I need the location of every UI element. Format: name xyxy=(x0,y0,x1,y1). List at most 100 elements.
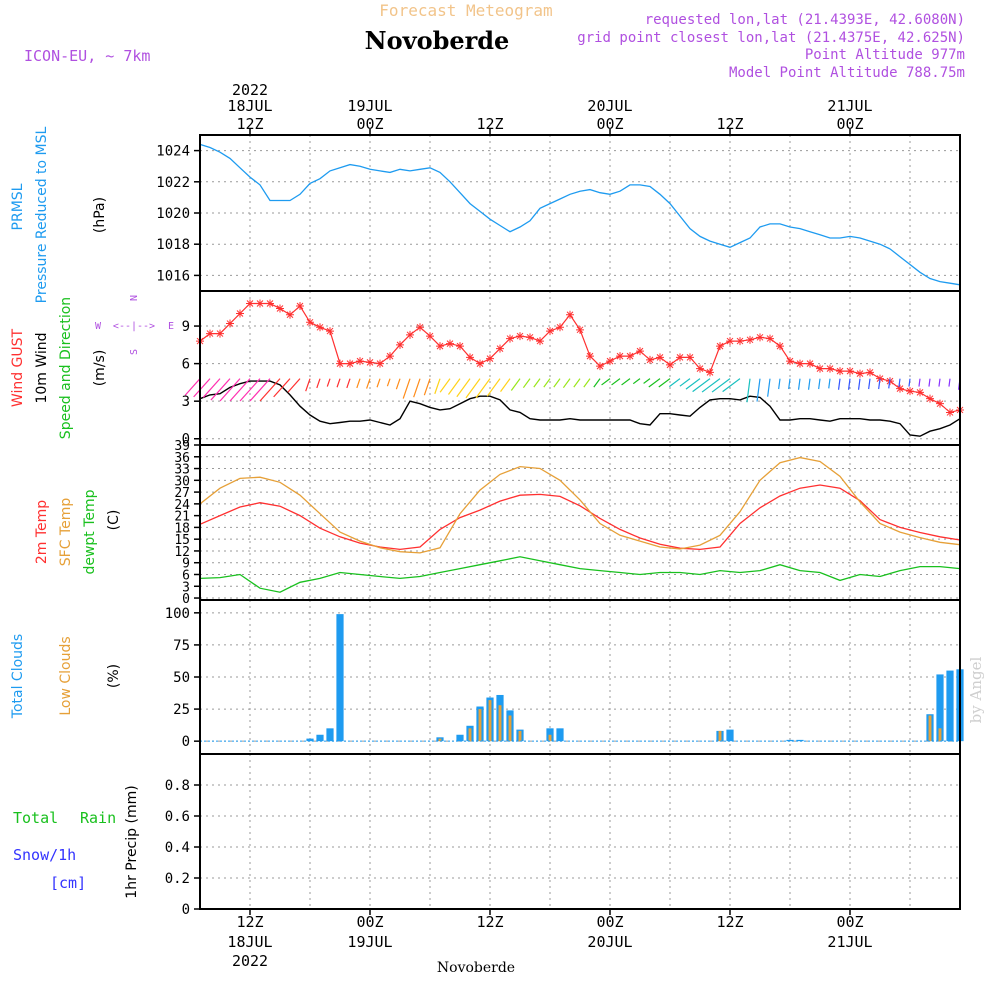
gust-marker xyxy=(326,327,334,336)
temp-ytick-label: 3 xyxy=(182,580,190,595)
pressure-ytick-label: 1022 xyxy=(156,175,190,191)
bottom-time-label: 00Z xyxy=(596,913,623,931)
gust-marker xyxy=(806,359,814,368)
wind-direction-arrow xyxy=(601,378,611,386)
wind-direction-arrow xyxy=(643,378,651,384)
gust-marker xyxy=(836,367,844,376)
bottom-time-label: 12Z xyxy=(476,913,503,931)
footer-location: Novoberde xyxy=(437,960,515,976)
wind-direction-arrow xyxy=(621,378,631,386)
precip-ytick-label: 0 xyxy=(182,902,190,918)
top-time-label: 20JUL xyxy=(587,97,632,115)
precip-ytick-label: 0.8 xyxy=(165,778,190,794)
temp-ytick-label: 33 xyxy=(174,463,190,478)
temp-ytick-label: 6 xyxy=(182,568,190,583)
gust-marker xyxy=(496,344,504,353)
gust-marker xyxy=(946,408,954,417)
total-cloud-bar xyxy=(726,729,734,742)
wind-direction-arrow xyxy=(611,378,621,386)
precip-label-cm: [cm] xyxy=(50,874,86,892)
bottom-time-label: 00Z xyxy=(836,913,863,931)
wind-direction-arrow xyxy=(249,378,271,402)
wind-direction-arrow xyxy=(366,378,371,389)
bottom-time-label: 19JUL xyxy=(347,933,392,951)
temp-ytick-label: 27 xyxy=(174,486,190,501)
wind-direction-arrow xyxy=(486,378,501,397)
temp-label-3: dewpt Temp xyxy=(82,489,98,574)
wind-direction-arrow xyxy=(692,378,711,393)
gust-marker xyxy=(776,342,784,351)
temp-ytick-label: 36 xyxy=(174,451,190,466)
low-cloud-bar xyxy=(518,730,522,742)
wind-ytick-label: 3 xyxy=(182,394,190,410)
temp-unit: (C) xyxy=(106,510,122,531)
gust-marker xyxy=(796,359,804,368)
gust-marker xyxy=(586,352,594,361)
wind-direction-arrow xyxy=(938,378,941,387)
wind-direction-arrow xyxy=(888,378,891,389)
low-cloud-bar xyxy=(438,738,442,742)
gust-marker xyxy=(446,339,454,348)
gust-marker xyxy=(626,352,634,361)
gust-marker xyxy=(486,354,494,363)
cloud-unit: (%) xyxy=(106,664,122,688)
info-line-2: grid point closest lon,lat (21.4375E, 42… xyxy=(577,30,965,46)
gust-marker xyxy=(466,353,474,362)
wind-direction-arrow xyxy=(679,378,691,387)
wind-direction-arrow xyxy=(837,378,841,390)
wind-direction-arrow xyxy=(465,378,481,399)
top-time-label: 18JUL xyxy=(227,97,272,115)
wind-direction-arrow xyxy=(788,378,791,390)
gust-marker xyxy=(546,327,554,336)
gust-marker xyxy=(356,357,364,366)
wind-direction-arrow xyxy=(868,378,871,390)
top-time-label: 12Z xyxy=(236,115,263,133)
total-cloud-bar xyxy=(936,674,944,742)
gust-marker xyxy=(536,337,544,346)
total-cloud-bar xyxy=(946,670,954,742)
wind-direction-arrow xyxy=(447,378,461,395)
wind-direction-arrow xyxy=(857,378,861,390)
low-cloud-bar xyxy=(938,728,942,742)
top-time-label: 00Z xyxy=(356,115,383,133)
temp-ytick-label: 30 xyxy=(174,474,190,489)
frame-layer xyxy=(199,134,961,910)
wind-direction-arrow xyxy=(305,378,311,392)
gust-marker xyxy=(426,332,434,341)
gust-marker xyxy=(476,359,484,368)
gust-marker xyxy=(846,367,854,376)
gust-marker xyxy=(436,342,444,351)
wind-direction-arrow xyxy=(593,378,601,388)
gust-marker xyxy=(316,323,324,332)
wind-direction-arrow xyxy=(878,378,881,390)
bottom-time-label: 2022 xyxy=(232,952,268,970)
gust-marker xyxy=(406,330,414,339)
gust-marker xyxy=(276,304,284,313)
gust-marker xyxy=(286,310,294,319)
gust-marker xyxy=(926,394,934,403)
temp-ytick-label: 0 xyxy=(182,592,190,607)
gust-marker xyxy=(666,360,674,369)
wind-direction-arrow xyxy=(259,378,281,402)
gust-marker xyxy=(696,364,704,373)
gust-line xyxy=(199,302,961,414)
gust-marker xyxy=(416,323,424,332)
wind-direction-arrow xyxy=(287,378,301,393)
wind-direction-arrow xyxy=(797,378,801,390)
pressure-ytick-label: 1020 xyxy=(156,206,190,222)
gust-marker xyxy=(606,357,614,366)
wind-direction-arrow xyxy=(202,378,221,398)
temp-ytick-label: 21 xyxy=(174,510,190,525)
precip-label-rain: Rain xyxy=(80,809,116,827)
info-line-3: Point Altitude 977m xyxy=(805,47,965,63)
gust-marker xyxy=(396,340,404,349)
gust-marker xyxy=(726,337,734,346)
wind-ytick-label: 9 xyxy=(182,319,190,335)
wind-direction-arrow xyxy=(668,378,681,388)
wind-direction-arrow xyxy=(658,378,671,388)
gust-marker xyxy=(576,325,584,334)
wind-ytick-label: 6 xyxy=(182,357,190,373)
top-time-label: 00Z xyxy=(596,115,623,133)
gust-marker xyxy=(226,319,234,328)
